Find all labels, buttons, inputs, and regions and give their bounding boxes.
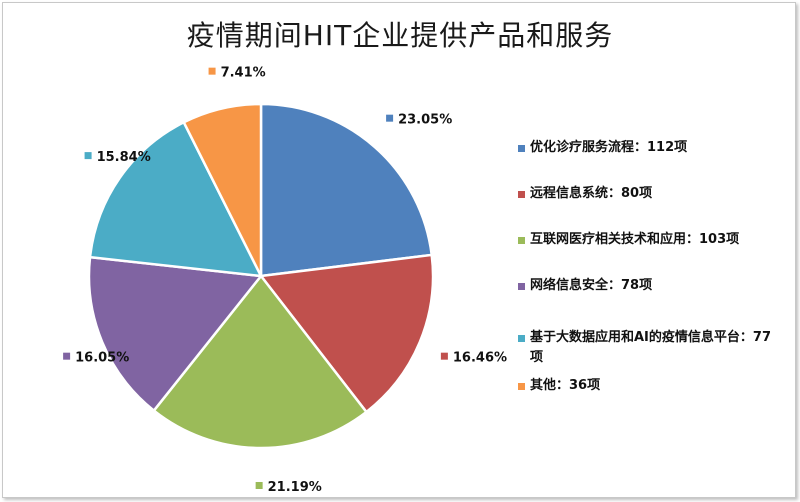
pie-slice [88, 120, 264, 278]
legend-label: 网络信息安全：78项 [530, 278, 653, 293]
chart-title: 疫情期间HIT企业提供产品和服务 [186, 19, 614, 52]
pie-slice [152, 273, 369, 450]
pie-slice [182, 102, 263, 277]
legend-label: 互联网医疗相关技术和应用：103项 [530, 232, 740, 247]
legend-label: 优化诊疗服务流程：112项 [530, 140, 688, 155]
data-label-marker [255, 481, 263, 489]
data-label: 7.41% [221, 66, 266, 81]
data-label-marker [208, 67, 216, 75]
legend-swatch [518, 191, 525, 198]
legend-swatch [518, 283, 525, 290]
legend-swatch [518, 145, 525, 152]
legend-label: 其他：36项 [530, 378, 601, 393]
data-label-marker [63, 352, 71, 360]
legend-label: 基于大数据应用和AI的疫情信息平台：77项 [530, 330, 771, 365]
pie-labels: 23.05% 16.46% 21.19% 16.05% 15.84% 7.41% [63, 66, 507, 495]
legend-swatch [518, 237, 525, 244]
data-label-marker [386, 114, 394, 122]
pie-slice [258, 253, 435, 414]
pie-slices [87, 102, 435, 450]
data-label: 15.84% [97, 150, 151, 165]
data-label: 23.05% [398, 113, 452, 128]
data-label-marker [440, 352, 448, 360]
data-label: 16.46% [453, 351, 507, 366]
data-label: 21.19% [268, 480, 322, 495]
legend-swatch [518, 383, 525, 390]
pie-slice [87, 255, 264, 413]
data-label-marker [84, 152, 92, 160]
legend-swatch [518, 335, 525, 342]
legend-label: 远程信息系统：80项 [530, 186, 653, 201]
data-label: 16.05% [75, 351, 129, 366]
pie-slice [259, 102, 434, 278]
